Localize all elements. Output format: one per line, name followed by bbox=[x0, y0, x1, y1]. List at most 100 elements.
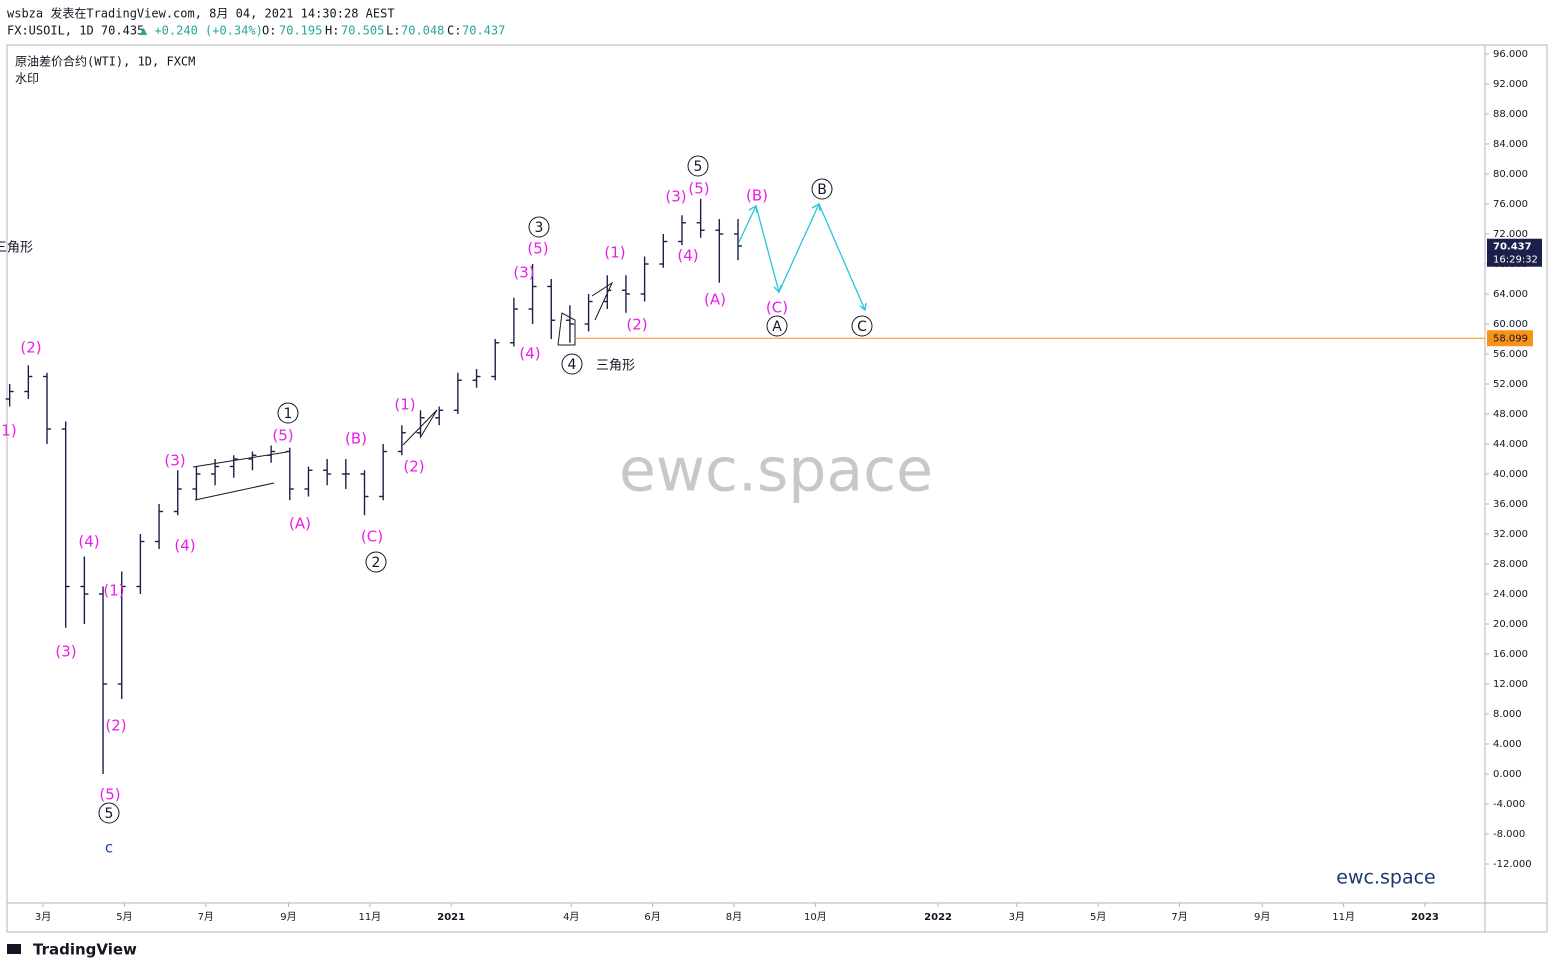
y-tick-label: 24.000 bbox=[1493, 589, 1528, 600]
wave-circle bbox=[98, 802, 120, 824]
circle-label: A bbox=[772, 319, 782, 335]
x-tick-label: 11月 bbox=[358, 911, 381, 923]
y-tick-label: 72.000 bbox=[1493, 229, 1528, 240]
arrow-head bbox=[773, 284, 782, 294]
ohlc-bar bbox=[99, 586, 108, 774]
wave-circle bbox=[766, 315, 788, 337]
ohlc-bar bbox=[80, 556, 89, 624]
symbol: FX:USOIL, 1D 70.435 bbox=[7, 24, 144, 38]
change: ▲ +0.240 (+0.34%) bbox=[140, 24, 263, 38]
ohlc-bar bbox=[491, 339, 500, 381]
wave-label: (3) bbox=[665, 188, 686, 206]
note: c bbox=[105, 839, 113, 857]
x-tick-label: 9月 bbox=[280, 911, 296, 923]
wave-circle bbox=[811, 178, 833, 200]
ohlc-bar bbox=[155, 504, 164, 549]
ohlc-value: 70.048 bbox=[401, 24, 444, 38]
y-tick-label: 84.000 bbox=[1493, 139, 1528, 150]
trend-line bbox=[192, 451, 288, 468]
ohlc-value: 70.195 bbox=[279, 24, 322, 38]
x-tick-label: 11月 bbox=[1332, 911, 1355, 923]
y-tick-label: 44.000 bbox=[1493, 439, 1528, 450]
last-price-box bbox=[1487, 238, 1542, 267]
brand: ewc.space bbox=[1336, 867, 1435, 889]
watermark: ewc.space bbox=[619, 436, 933, 506]
wave-label: (1) bbox=[103, 582, 124, 600]
ohlc-bar bbox=[696, 198, 705, 238]
x-tick-label: 2022 bbox=[924, 912, 952, 923]
trend-line bbox=[591, 281, 614, 321]
wave-label: (5) bbox=[527, 240, 548, 258]
ohlc-bar bbox=[248, 451, 257, 471]
wave-label: (4) bbox=[519, 345, 540, 363]
ohlc-bar bbox=[341, 459, 350, 489]
y-tick-label: 12.000 bbox=[1493, 679, 1528, 690]
y-tick-label: 56.000 bbox=[1493, 349, 1528, 360]
legend-name: 原油差价合约(WTI), 1D, FXCM bbox=[15, 54, 195, 69]
ohlc-label: O: bbox=[262, 24, 276, 38]
ohlc-bar bbox=[677, 215, 686, 246]
wave-label: (1) bbox=[394, 396, 415, 414]
x-tick-label: 10月 bbox=[804, 911, 827, 923]
circle-label: C bbox=[857, 319, 867, 335]
ohlc-bar bbox=[603, 275, 612, 309]
ohlc-bar bbox=[472, 369, 481, 388]
wave-label: (3) bbox=[164, 452, 185, 470]
wave-label: (C) bbox=[766, 299, 788, 317]
y-tick-label: 32.000 bbox=[1493, 529, 1528, 540]
wave-label: (4) bbox=[78, 533, 99, 551]
arrow-head bbox=[748, 204, 758, 214]
ohlc-bar bbox=[267, 445, 276, 463]
wave-label: (A) bbox=[704, 291, 726, 309]
ohlc-bar bbox=[715, 219, 724, 283]
x-tick-label: 5月 bbox=[116, 911, 132, 923]
ohlc-bar bbox=[733, 219, 742, 261]
y-tick-label: -8.000 bbox=[1493, 829, 1525, 840]
wave-label: (5) bbox=[272, 427, 293, 445]
ohlc-label: H: bbox=[325, 24, 339, 38]
header-line: wsbza 发表在TradingView.com, 8月 04, 2021 14… bbox=[7, 6, 395, 21]
y-tick-label: 92.000 bbox=[1493, 79, 1528, 90]
ohlc-bar bbox=[192, 466, 201, 501]
wave-label: (2) bbox=[105, 717, 126, 735]
ohlc-bar bbox=[43, 372, 52, 444]
trend-line bbox=[402, 409, 438, 446]
arrow-head bbox=[859, 302, 867, 312]
price-line-box bbox=[1487, 330, 1533, 347]
ohlc-bar bbox=[173, 470, 182, 516]
x-tick-label: 7月 bbox=[1171, 911, 1187, 923]
ohlc-bar bbox=[640, 256, 649, 302]
ohlc-bar bbox=[435, 406, 444, 426]
circle-label: B bbox=[817, 182, 827, 198]
ohlc-bar bbox=[211, 459, 220, 486]
ohlc-bar bbox=[453, 372, 462, 414]
y-tick-label: 8.000 bbox=[1493, 709, 1522, 720]
ohlc-bar bbox=[379, 444, 388, 501]
ohlc-bar bbox=[565, 305, 574, 343]
wave-label: (3) bbox=[55, 643, 76, 661]
ohlc-bar bbox=[360, 470, 369, 516]
ohlc-bar bbox=[285, 447, 294, 501]
ohlc-bar bbox=[584, 294, 593, 332]
y-tick-label: 76.000 bbox=[1493, 199, 1528, 210]
wave-circle bbox=[561, 353, 583, 375]
ohlc-bar bbox=[509, 297, 518, 347]
y-tick-label: -12.000 bbox=[1493, 859, 1532, 870]
wave-label: 1) bbox=[1, 422, 16, 440]
logo-text: TradingView bbox=[33, 941, 137, 959]
ohlc-bar bbox=[528, 264, 537, 324]
wave-label: (B) bbox=[746, 187, 768, 205]
y-tick-label: 36.000 bbox=[1493, 499, 1528, 510]
circle-label: 1 bbox=[284, 406, 293, 422]
wave-label: (4) bbox=[677, 247, 698, 265]
x-tick-label: 3月 bbox=[1009, 911, 1025, 923]
logo-mark bbox=[7, 944, 21, 954]
y-tick-label: 48.000 bbox=[1493, 409, 1528, 420]
ohlc-bar bbox=[323, 459, 332, 486]
wave-label: (C) bbox=[361, 528, 383, 546]
y-tick-label: 20.000 bbox=[1493, 619, 1528, 630]
wave-label: (5) bbox=[688, 180, 709, 198]
x-tick-label: 9月 bbox=[1254, 911, 1270, 923]
x-tick-label: 6月 bbox=[644, 911, 660, 923]
